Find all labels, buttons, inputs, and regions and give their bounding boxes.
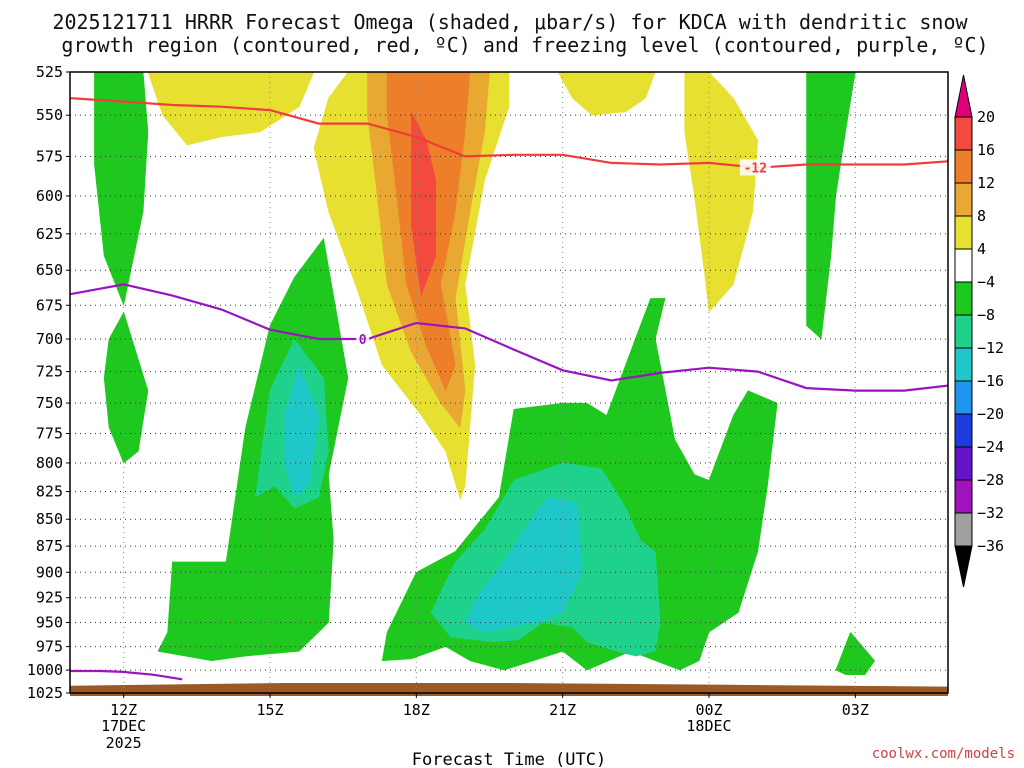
colorbar-label-11: −28: [977, 471, 1004, 489]
chart-title-line-2: growth region (contoured, red, ºC) and f…: [61, 33, 988, 57]
omega-region-7: [94, 71, 149, 307]
colorbar-top-arrow: [954, 74, 973, 118]
y-tick-label-675: 675: [36, 296, 63, 314]
colorbar-segment-11: [954, 479, 973, 514]
colorbar-segment-1: [954, 149, 973, 184]
colorbar-segment-4: [954, 248, 973, 283]
colorbar-label-10: −24: [977, 438, 1004, 456]
colorbar-segment-0: [954, 116, 973, 151]
colorbar-label-1: 16: [977, 141, 995, 159]
contour-label-1: 0: [359, 333, 367, 348]
colorbar-segment-6: [954, 314, 973, 349]
x-tick-label-15Z: 15Z: [256, 701, 283, 719]
contour-label-bg-0: [739, 159, 771, 176]
omega-region-15: [284, 364, 320, 498]
omega-colorbar: 20 16 12 8 4 −4 −8 −12 −16 −20 −24 −28 −32 −36: [954, 74, 1004, 588]
y-tick-label-550: 550: [36, 106, 63, 124]
y-tick-label-725: 725: [36, 363, 63, 381]
colorbar-segment-3: [954, 215, 973, 250]
x-tick-year-12Z: 2025: [106, 734, 142, 752]
x-tick-label-03Z: 03Z: [842, 701, 869, 719]
y-tick-label-950: 950: [36, 613, 63, 631]
plot-gridlines: [70, 71, 948, 694]
omega-region-11: [806, 71, 856, 340]
plot-frame: [69, 71, 949, 694]
colorbar-segment-10: [954, 446, 973, 481]
y-tick-label-775: 775: [36, 424, 63, 442]
x-tick-label-21Z: 21Z: [549, 701, 576, 719]
colorbar-label-9: −20: [977, 405, 1004, 423]
omega-region-3: [684, 71, 759, 313]
colorbar-segment-8: [954, 380, 973, 415]
omega-shaded-regions: [70, 71, 948, 696]
omega-region-16: [464, 496, 583, 633]
x-tick-label-00Z: 00Z: [695, 701, 722, 719]
colorbar-segment-12: [954, 512, 973, 547]
omega-region-12: [835, 631, 876, 675]
y-tick-label-650: 650: [36, 261, 63, 279]
omega-region-9: [157, 237, 349, 662]
contour-label-bg-1: [356, 331, 370, 348]
colorbar-label-3: 8: [977, 207, 986, 225]
chart-title-line-1: 2025121711 HRRR Forecast Omega (shaded, …: [52, 10, 968, 34]
colorbar-label-6: −8: [977, 306, 995, 324]
omega-region-1: [147, 71, 315, 146]
colorbar-label-12: −32: [977, 504, 1004, 522]
colorbar-label-8: −16: [977, 372, 1004, 390]
x-tick-label-12Z: 12Z: [110, 701, 137, 719]
colorbar-segment-5: [954, 281, 973, 316]
colorbar-label-4: 4: [977, 240, 986, 258]
credit-link[interactable]: coolwx.com/models: [872, 746, 1015, 762]
y-tick-label-975: 975: [36, 638, 63, 656]
y-tick-label-750: 750: [36, 394, 63, 412]
x-tick-date-00Z: 18DEC: [686, 717, 731, 735]
pressure-axis: 525 550 575 600 625 650 675 700 725 750 775 800 825 8…: [27, 63, 70, 702]
omega-region-6: [411, 111, 437, 296]
y-tick-label-600: 600: [36, 187, 63, 205]
y-tick-label-1025: 1025: [27, 684, 63, 702]
contour-line-0: [70, 97, 948, 169]
y-tick-label-900: 900: [36, 563, 63, 581]
contour-line-2: [70, 669, 183, 681]
contour-line-1: [70, 283, 948, 392]
y-tick-label-875: 875: [36, 537, 63, 555]
colorbar-label-13: −36: [977, 537, 1004, 555]
x-tick-label-18Z: 18Z: [403, 701, 430, 719]
temperature-contours: -12 0: [70, 97, 948, 681]
colorbar-label-5: −4: [977, 273, 995, 291]
y-tick-label-800: 800: [36, 454, 63, 472]
y-tick-label-575: 575: [36, 147, 63, 165]
colorbar-segment-2: [954, 182, 973, 217]
omega-region-8: [103, 311, 149, 464]
colorbar-segment-7: [954, 347, 973, 382]
y-tick-label-850: 850: [36, 510, 63, 528]
y-tick-label-825: 825: [36, 483, 63, 501]
y-tick-label-525: 525: [36, 63, 63, 81]
y-tick-label-1000: 1000: [27, 661, 63, 679]
x-tick-date-12Z: 17DEC: [101, 717, 146, 735]
colorbar-label-7: −12: [977, 339, 1004, 357]
colorbar-bottom-arrow: [954, 545, 973, 588]
x-axis-label: Forecast Time (UTC): [412, 750, 606, 768]
y-tick-label-625: 625: [36, 225, 63, 243]
y-tick-label-925: 925: [36, 589, 63, 607]
y-tick-label-700: 700: [36, 330, 63, 348]
colorbar-label-0: 20: [977, 108, 995, 126]
contour-label-0: -12: [744, 161, 767, 176]
colorbar-segment-9: [954, 413, 973, 448]
plot-border: [69, 71, 949, 694]
colorbar-label-2: 12: [977, 174, 995, 192]
